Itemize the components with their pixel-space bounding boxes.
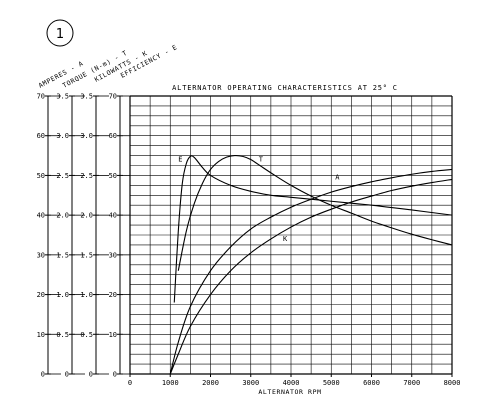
y-tick-label: 0.5 [56,331,69,339]
y-tick-label: 3.5 [80,93,93,101]
y-tick-label: 30 [37,251,45,259]
y-tick-label: 3.0 [80,132,93,140]
y-tick-label: 40 [37,212,45,220]
y-tick-label: 0 [41,371,45,379]
series-line-t [177,154,453,271]
x-axis-label: ALTERNATOR RPM [258,388,321,396]
y-tick-label: 2.5 [80,172,93,180]
y-tick-label: 30 [109,251,117,259]
x-tick-label: 2000 [202,379,219,387]
chart-title: ALTERNATOR OPERATING CHARACTERISTICS AT … [172,84,398,92]
y-tick-label: 1.0 [56,291,69,299]
series-line-a [169,168,453,375]
series-label-a: A [335,173,340,181]
x-tick-label: 1000 [162,379,179,387]
y-tick-label: 50 [109,172,117,180]
y-tick-label: 70 [37,93,45,101]
series-line-e [173,155,453,303]
x-tick-label: 6000 [363,379,380,387]
y-tick-label: 50 [37,172,45,180]
y-tick-label: 3.5 [56,93,69,101]
series-label-t: T [259,156,264,164]
figure-number-badge: 1 [46,19,74,47]
y-tick-label: 0 [65,371,69,379]
series-label-k: K [283,235,288,243]
y-tick-label: 70 [109,93,117,101]
y-tick-label: 10 [37,331,45,339]
x-tick-label: 3000 [242,379,259,387]
y-tick-label: 40 [109,212,117,220]
y-tick-label: 0 [89,371,93,379]
x-tick-label: 4000 [283,379,300,387]
x-tick-label: 7000 [403,379,420,387]
y-tick-label: 3.0 [56,132,69,140]
y-tick-label: 0 [113,371,117,379]
y-tick-label: 1.0 [80,291,93,299]
x-tick-label: 8000 [444,379,461,387]
x-tick-label: 5000 [323,379,340,387]
y-tick-label: 1.5 [80,251,93,259]
x-axis: 0 1000 2000 3000 4000 5000 6000 7000 8000 [128,374,461,387]
y-tick-label: 60 [37,132,45,140]
x-tick-label: 0 [128,379,132,387]
y-tick-label: 20 [109,291,117,299]
series-line-k [169,178,453,375]
y-tick-label: 60 [109,132,117,140]
y-tick-label: 1.5 [56,251,69,259]
y-tick-label: 2.0 [80,212,93,220]
y-tick-label: 0.5 [80,331,93,339]
figure-number: 1 [56,27,64,42]
series-label-e: E [178,156,182,164]
y-tick-label: 2.0 [56,212,69,220]
y-tick-label: 10 [109,331,117,339]
y-tick-label: 20 [37,291,45,299]
y-axes: 0 10 20 30 40 50 60 70 0 0.5 1.0 1.5 2.0 2.5 3.0 3.5 0 0.… [37,93,130,379]
y-tick-label: 2.5 [56,172,69,180]
series-curves: A K T E [169,154,453,375]
